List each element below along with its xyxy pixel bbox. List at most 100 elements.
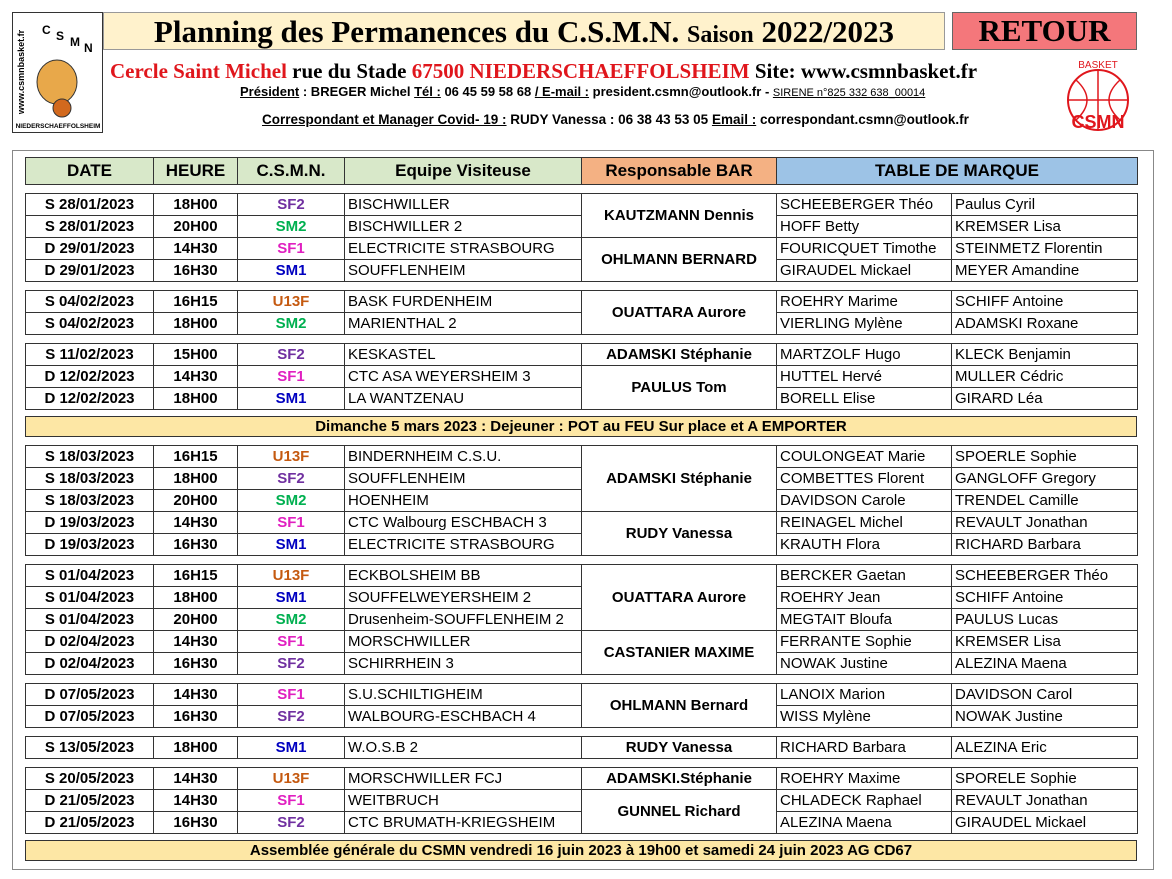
correspondent-line: Correspondant et Manager Covid- 19 : RUD… — [262, 112, 969, 127]
scorer: REVAULT Jonathan — [951, 789, 1138, 812]
date: D 12/02/2023 — [25, 365, 154, 388]
row: S 20/05/2023 14H30 U13F MORSCHWILLER FCJ ADA… — [25, 767, 1138, 790]
visitor: MORSCHWILLER — [344, 630, 582, 653]
scorer: ROEHRY Jean — [776, 586, 952, 609]
corr-text: RUDY Vanessa : 06 38 43 53 05 — [506, 112, 712, 127]
team: SF1 — [237, 365, 345, 388]
bar-responsible: OHLMANN Bernard — [581, 683, 777, 728]
visitor: ELECTRICITE STRASBOURG — [344, 533, 582, 556]
bar-responsible: PAULUS Tom — [581, 365, 777, 410]
scorer: Paulus Cyril — [951, 193, 1138, 216]
date: S 04/02/2023 — [25, 312, 154, 335]
scorer: FERRANTE Sophie — [776, 630, 952, 653]
time: 18H00 — [153, 387, 238, 410]
row: S 18/03/2023 20H00 SM2 HOENHEIM DAVIDSON Car… — [25, 489, 1138, 512]
banner: Assemblée générale du CSMN vendredi 16 j… — [25, 840, 1137, 861]
retour-button[interactable]: RETOUR — [952, 12, 1137, 50]
team: SM1 — [237, 387, 345, 410]
sirene: SIRENE n°825 332 638_00014 — [772, 87, 926, 99]
scorer: BERCKER Gaetan — [776, 564, 952, 587]
date: S 04/02/2023 — [25, 290, 154, 313]
row: S 01/04/2023 20H00 SM2 Drusenheim-SOUFFLENH… — [25, 608, 1138, 631]
date: S 11/02/2023 — [25, 343, 154, 366]
logo-town: NIEDERSCHAEFFOLSHEIM — [16, 123, 101, 130]
time: 14H30 — [153, 767, 238, 790]
logo-lines — [1068, 70, 1128, 130]
corr-mail: correspondant.csmn@outlook.fr — [756, 112, 969, 127]
scorer: HOFF Betty — [776, 215, 952, 238]
club-city: 67500 NIEDERSCHAEFFOLSHEIM — [411, 59, 750, 83]
scorer: STEINMETZ Florentin — [951, 237, 1138, 260]
visitor: CTC ASA WEYERSHEIM 3 — [344, 365, 582, 388]
section: S 28/01/2023 18H00 SF2 BISCHWILLER KAUTZMANN… — [25, 193, 1138, 282]
team: SF2 — [237, 467, 345, 490]
logo-mascot — [36, 59, 78, 105]
bar-responsible: RUDY Vanessa — [581, 511, 777, 556]
visitor: KESKASTEL — [344, 343, 582, 366]
tel: 06 45 59 58 68 — [440, 84, 535, 99]
time: 15H00 — [153, 343, 238, 366]
date: S 01/04/2023 — [25, 608, 154, 631]
scorer: ADAMSKI Roxane — [951, 312, 1138, 335]
time: 18H00 — [153, 736, 238, 759]
time: 14H30 — [153, 237, 238, 260]
time: 16H30 — [153, 533, 238, 556]
row: D 19/03/2023 16H30 SM1 ELECTRICITE STRASBOU… — [25, 533, 1138, 556]
scorer: ALEZINA Eric — [951, 736, 1138, 759]
visitor: MARIENTHAL 2 — [344, 312, 582, 335]
club-street: rue du Stade — [292, 59, 407, 83]
scorer: WISS Mylène — [776, 705, 952, 728]
scorer: SCHIFF Antoine — [951, 586, 1138, 609]
logo-letter: C — [42, 23, 51, 37]
team: SF1 — [237, 237, 345, 260]
scorer: PAULUS Lucas — [951, 608, 1138, 631]
visitor: Drusenheim-SOUFFLENHEIM 2 — [344, 608, 582, 631]
visitor: ELECTRICITE STRASBOURG — [344, 237, 582, 260]
bar-responsible: ADAMSKI Stéphanie — [581, 343, 777, 366]
visitor: S.U.SCHILTIGHEIM — [344, 683, 582, 706]
visitor: CTC BRUMATH-KRIEGSHEIM — [344, 811, 582, 834]
scorer: RICHARD Barbara — [951, 533, 1138, 556]
scorer: DAVIDSON Carol — [951, 683, 1138, 706]
scorer: KREMSER Lisa — [951, 215, 1138, 238]
visitor: SCHIRRHEIN 3 — [344, 652, 582, 675]
team: SF2 — [237, 652, 345, 675]
time: 20H00 — [153, 489, 238, 512]
time: 16H30 — [153, 259, 238, 282]
row: D 07/05/2023 16H30 SF2 WALBOURG-ESCHBACH 4 W… — [25, 705, 1138, 728]
bar-responsible: KAUTZMANN Dennis — [581, 193, 777, 238]
date: D 02/04/2023 — [25, 652, 154, 675]
visitor: BASK FURDENHEIM — [344, 290, 582, 313]
row: S 01/04/2023 16H15 U13F ECKBOLSHEIM BB OUATT… — [25, 564, 1138, 631]
team: SF1 — [237, 789, 345, 812]
date: S 13/05/2023 — [25, 736, 154, 759]
row: D 29/01/2023 14H30 SF1 ELECTRICITE STRASBOU… — [25, 237, 1138, 282]
time: 16H15 — [153, 290, 238, 313]
bar-responsible: CASTANIER MAXIME — [581, 630, 777, 675]
logo-right: BASKET CSMN — [1067, 60, 1129, 132]
scorer: MULLER Cédric — [951, 365, 1138, 388]
mail-label: / E-mail : — [534, 84, 590, 99]
row: S 11/02/2023 15H00 SF2 KESKASTEL ADAMSKI Sté… — [25, 343, 1138, 366]
visitor: WEITBRUCH — [344, 789, 582, 812]
date: S 01/04/2023 — [25, 564, 154, 587]
team: SM1 — [237, 736, 345, 759]
scorer: DAVIDSON Carole — [776, 489, 952, 512]
section: S 13/05/2023 18H00 SM1 W.O.S.B 2 RUDY Vaness… — [25, 736, 1138, 759]
president-label: Président — [240, 84, 300, 99]
date: S 18/03/2023 — [25, 489, 154, 512]
scorer: NOWAK Justine — [951, 705, 1138, 728]
date: D 19/03/2023 — [25, 511, 154, 534]
scorer: CHLADECK Raphael — [776, 789, 952, 812]
time: 14H30 — [153, 365, 238, 388]
scorer: MARTZOLF Hugo — [776, 343, 952, 366]
date: D 29/01/2023 — [25, 237, 154, 260]
time: 14H30 — [153, 789, 238, 812]
row: D 02/04/2023 14H30 SF1 MORSCHWILLER CASTANIE… — [25, 630, 1138, 675]
date: D 07/05/2023 — [25, 705, 154, 728]
scorer: BORELL Elise — [776, 387, 952, 410]
section: S 04/02/2023 16H15 U13F BASK FURDENHEIM OUAT… — [25, 290, 1138, 335]
scorer: COMBETTES Florent — [776, 467, 952, 490]
scorer: VIERLING Mylène — [776, 312, 952, 335]
team: SF2 — [237, 343, 345, 366]
